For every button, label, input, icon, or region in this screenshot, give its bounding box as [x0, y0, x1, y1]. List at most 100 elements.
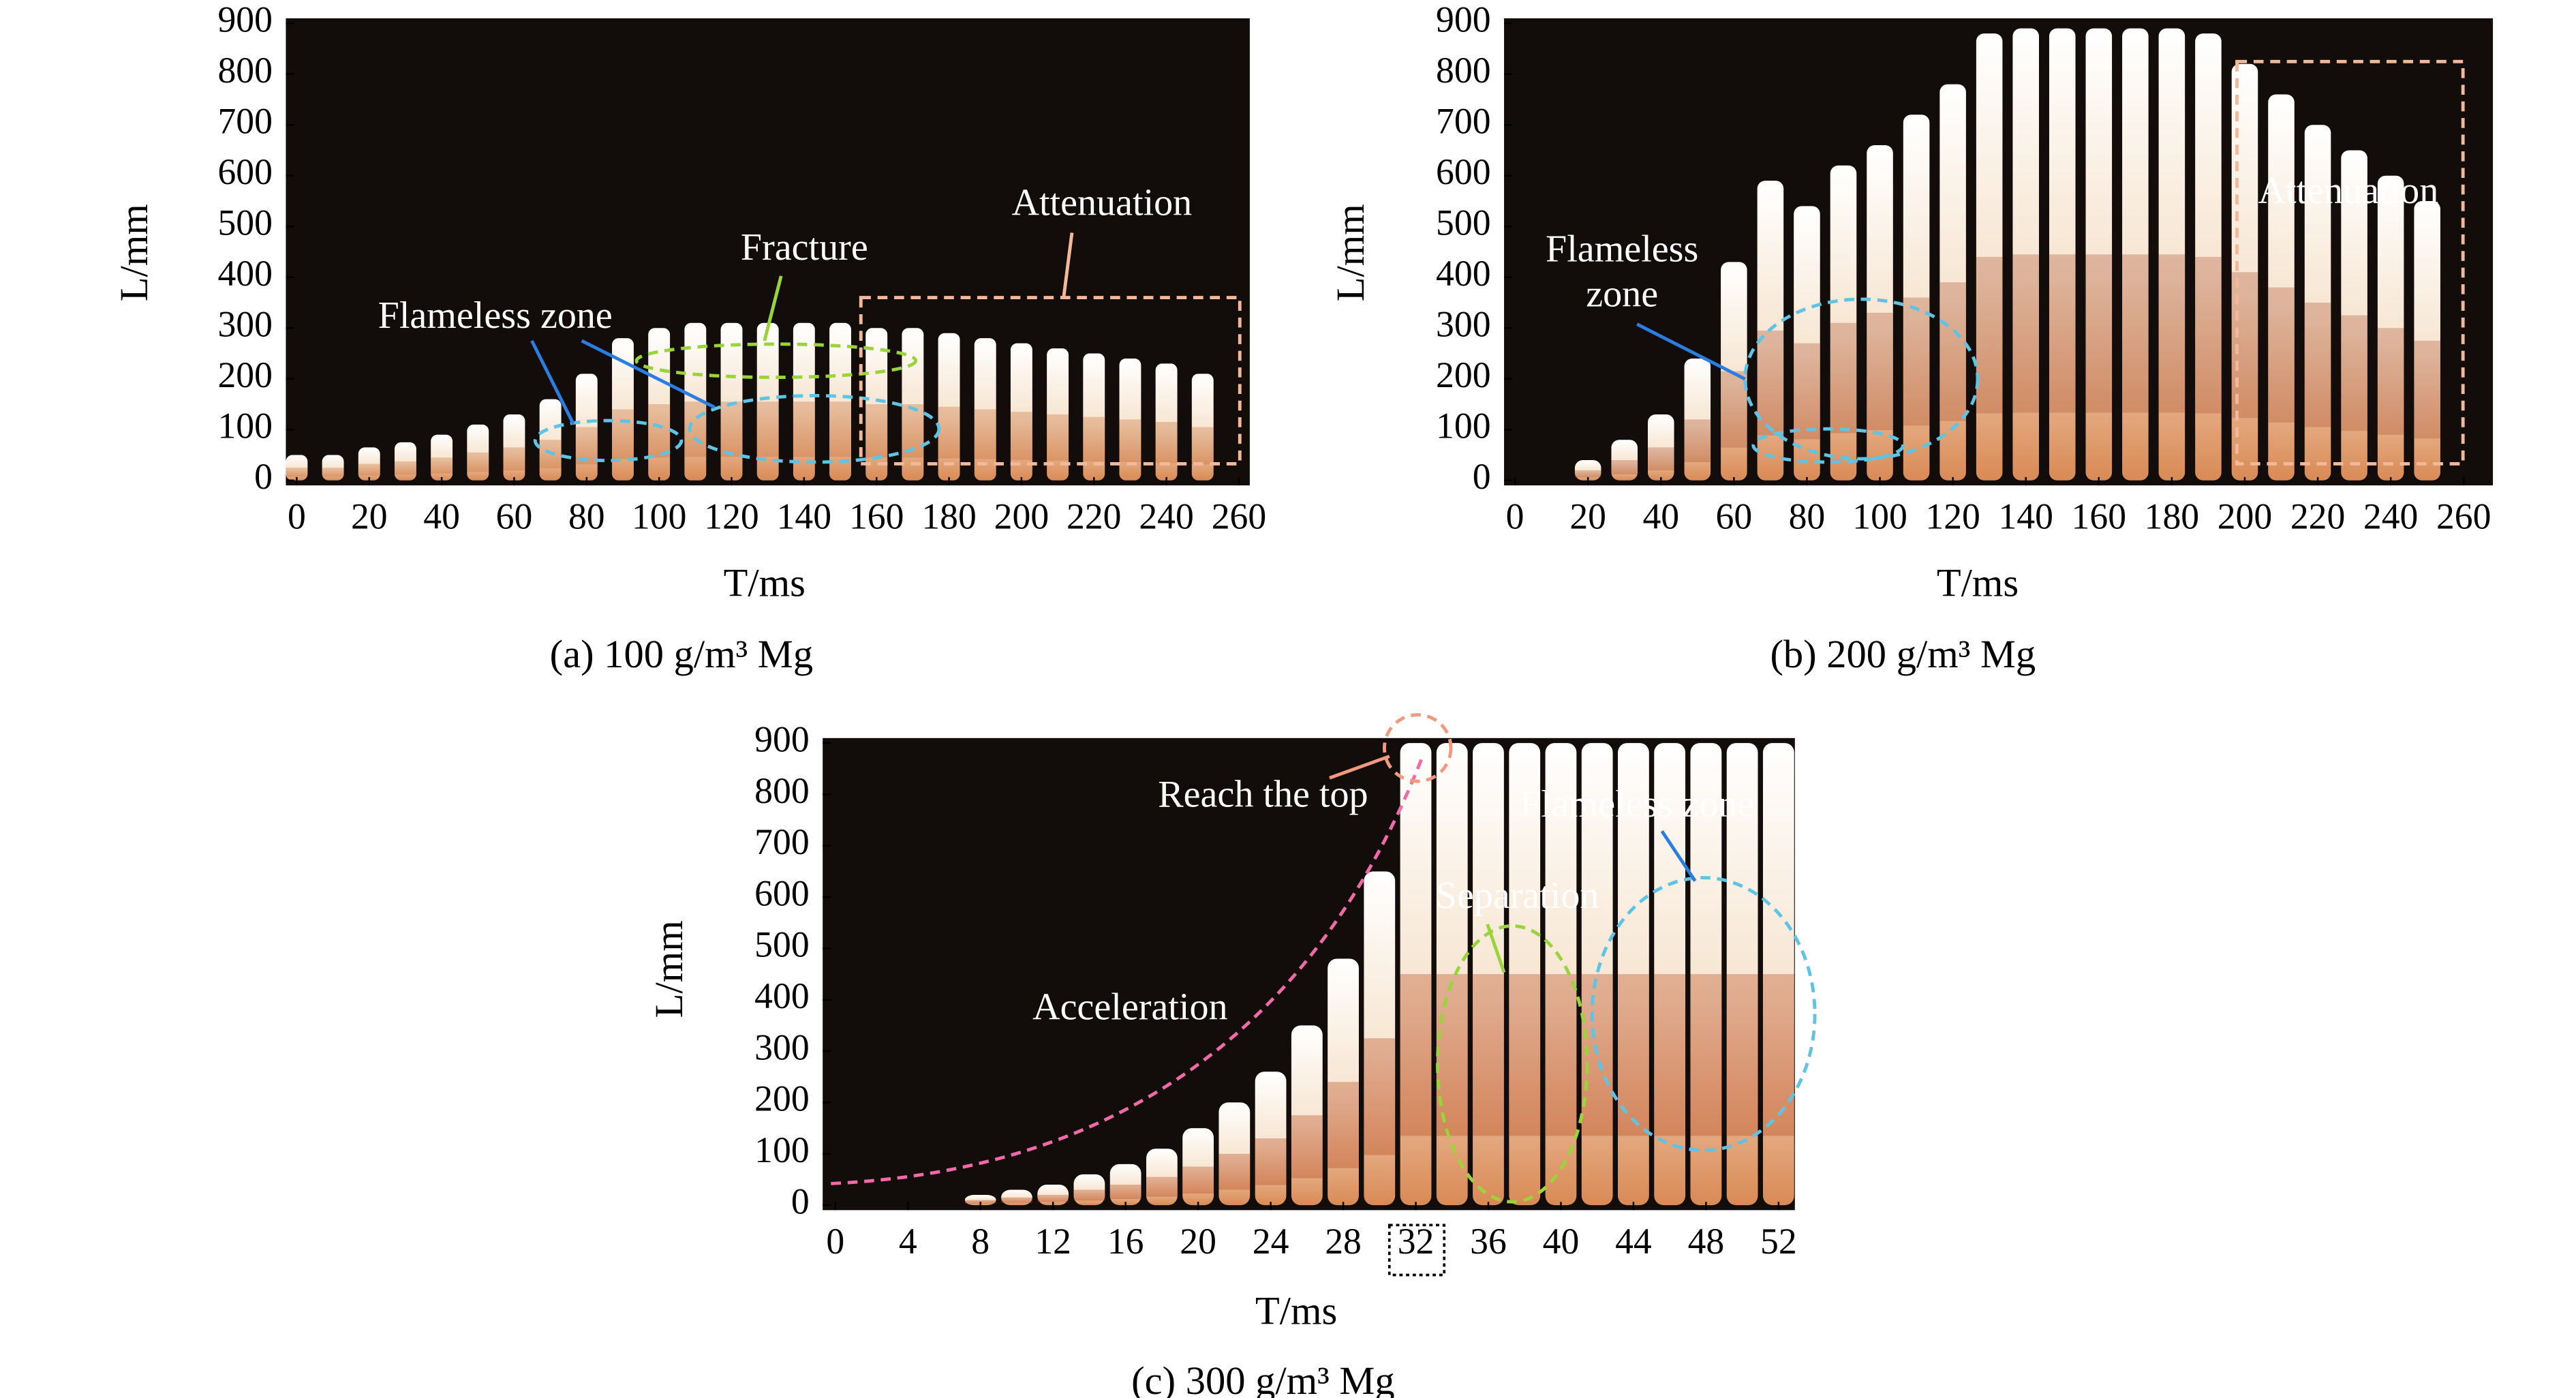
flame-tint	[1218, 1153, 1251, 1190]
flame-frame	[2122, 28, 2149, 481]
flame-frame	[1721, 262, 1747, 481]
flame-tint	[1830, 322, 1857, 434]
flame-tint	[1400, 974, 1432, 1136]
flame-frame	[2341, 150, 2367, 481]
flame-frame	[1182, 1128, 1214, 1206]
flame-frame	[1690, 743, 1722, 1206]
annotation: Acceleration	[1032, 986, 1227, 1029]
flame-tint	[1191, 427, 1214, 465]
flame-tint	[1328, 1082, 1359, 1168]
flame-tint	[2268, 287, 2295, 423]
flame-tint	[286, 468, 308, 477]
y-tick-label: 0	[254, 456, 273, 497]
x-tick-label: 20	[1180, 1221, 1216, 1262]
annotation-outline	[533, 419, 684, 462]
flame-frame	[756, 322, 779, 481]
annotation-outline	[1436, 924, 1589, 1204]
annotation: Attenuation	[2258, 170, 2439, 212]
x-tick-label: 48	[1688, 1221, 1725, 1262]
flame-tint	[865, 404, 888, 458]
annotation-outline	[1590, 876, 1817, 1153]
flame-frame	[1574, 460, 1601, 481]
flame-frame	[1073, 1174, 1105, 1206]
y-axis-label: L/mm	[647, 920, 691, 1018]
flame-tint	[1903, 297, 1930, 426]
y-tick-label: 400	[1436, 253, 1490, 294]
flame-tint	[684, 401, 707, 457]
flame-tint	[2049, 254, 2076, 413]
x-tick-label: 200	[994, 496, 1049, 537]
flame-tint	[467, 452, 489, 472]
annotation-outline	[1743, 297, 1980, 461]
flame-frame	[503, 414, 525, 481]
flame-frame	[1010, 343, 1032, 481]
flame-tint	[1762, 974, 1794, 1136]
flame-frame	[1400, 743, 1432, 1206]
flame-tint	[720, 401, 743, 457]
y-tick-label: 900	[1436, 0, 1490, 40]
x-tick-label: 120	[1925, 496, 1980, 537]
panel: 0 100 200 300 400 500 600 700 800 900 0 20 40 60 80 100…	[112, 0, 1266, 676]
y-tick-label: 900	[217, 0, 272, 40]
x-tick-label: 8	[971, 1221, 990, 1262]
flame-frame	[964, 1195, 996, 1206]
flame-frame	[1762, 743, 1794, 1206]
flame-tint	[1010, 412, 1032, 460]
flame-tint	[1654, 974, 1686, 1136]
leader-line	[763, 275, 783, 341]
flame-frame	[829, 322, 851, 481]
flame-tint	[2195, 256, 2222, 414]
y-tick-label: 300	[754, 1027, 809, 1067]
flame-frame	[1726, 743, 1758, 1206]
annotation: Flameless zone	[1520, 783, 1754, 825]
leader-line	[1329, 755, 1390, 780]
flame-tint	[431, 457, 453, 474]
flame-tint	[2377, 328, 2404, 435]
y-tick-label: 700	[754, 821, 809, 862]
x-tick-label: 120	[704, 496, 758, 537]
flame-tint	[1721, 371, 1747, 448]
annotation-outline	[2235, 59, 2465, 466]
flame-frame	[1611, 440, 1638, 481]
x-tick-label: 40	[1543, 1221, 1580, 1262]
flame-frame	[2414, 200, 2440, 481]
x-tick-label: 220	[2290, 496, 2345, 537]
x-tick-label: 200	[2218, 496, 2272, 537]
y-tick-label: 600	[1436, 151, 1490, 192]
x-tick-label: 60	[496, 496, 533, 537]
flame-frame	[394, 442, 416, 481]
annotation-outline	[831, 755, 1424, 1185]
flame-frame	[1119, 358, 1141, 481]
x-axis-label: T/ms	[724, 560, 806, 605]
flame-frame	[793, 322, 815, 481]
flame-frame	[2049, 28, 2076, 481]
flame-tint	[1364, 1038, 1396, 1155]
annotation: Fracture	[741, 226, 868, 269]
flame-tint	[1155, 422, 1178, 464]
flame-tint	[1509, 974, 1541, 1136]
annotation-outline	[688, 393, 941, 464]
flame-frame	[1255, 1072, 1287, 1206]
flame-frame	[1109, 1164, 1141, 1206]
annotation: Reach the top	[1158, 773, 1368, 815]
flame-tint	[964, 1200, 996, 1204]
y-tick-label: 800	[754, 770, 809, 811]
flame-frame	[1903, 115, 1930, 481]
flame-frame	[1146, 1149, 1178, 1206]
flame-frame	[2377, 175, 2404, 481]
y-tick-label: 600	[754, 872, 809, 913]
flame-frame	[286, 455, 308, 481]
flame-frame	[720, 322, 743, 481]
x-tick-label: 100	[1852, 496, 1907, 537]
x-tick-label: 260	[1212, 496, 1266, 537]
flame-tint	[1726, 974, 1758, 1136]
y-tick-label: 700	[1436, 101, 1490, 142]
x-tick-label: 28	[1325, 1221, 1362, 1262]
y-tick-label: 800	[1436, 50, 1490, 91]
flame-tint	[1047, 414, 1069, 461]
flame-frame	[2304, 125, 2331, 481]
leader-line	[581, 339, 716, 409]
flame-frame	[1654, 743, 1686, 1206]
x-tick-label: 16	[1107, 1221, 1144, 1262]
x-tick-label: 20	[351, 496, 388, 537]
